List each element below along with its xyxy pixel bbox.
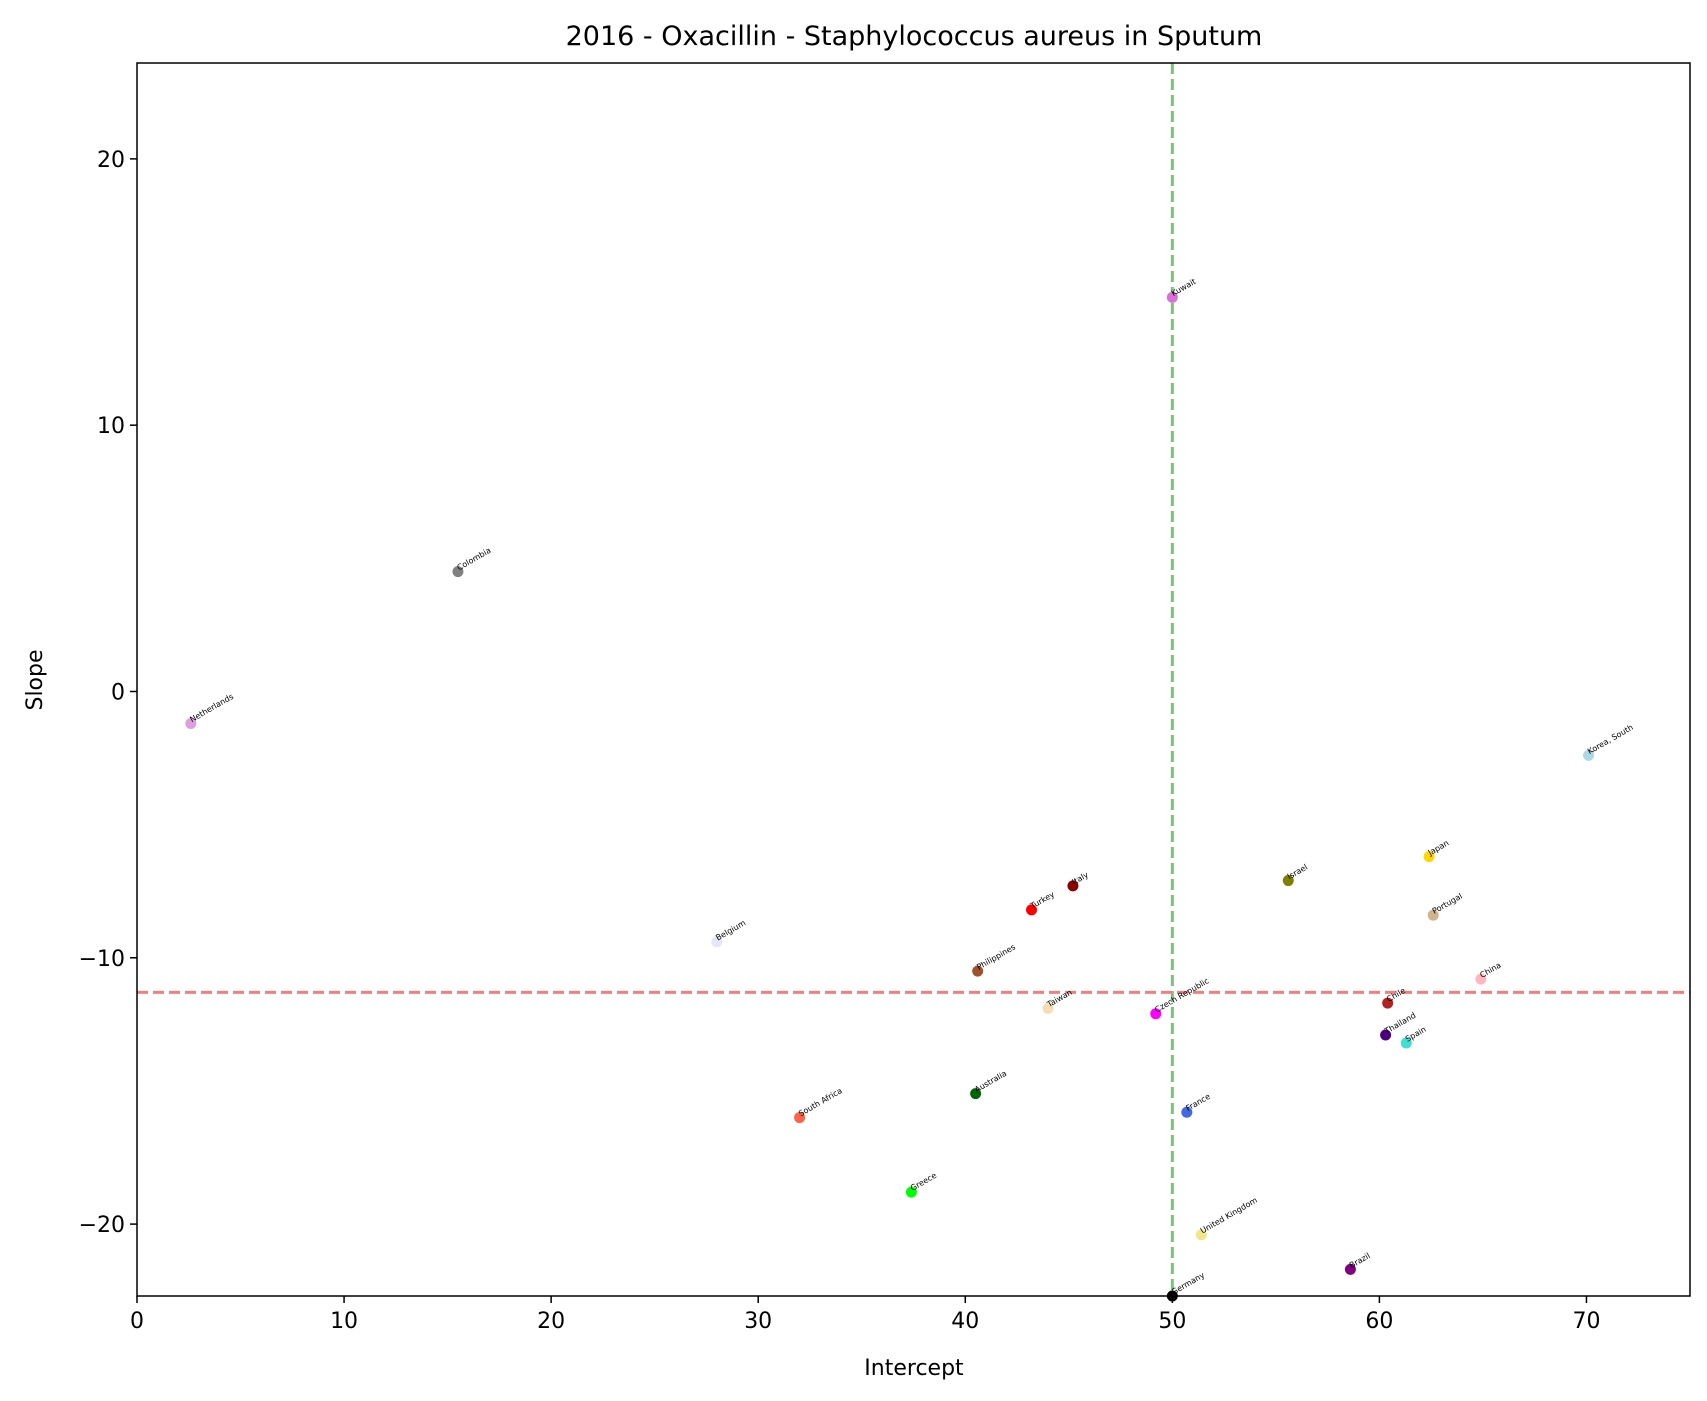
data-point: [452, 566, 464, 578]
data-point: [1282, 875, 1294, 887]
data-point: [1423, 851, 1435, 863]
y-tick-label: 0: [111, 680, 125, 705]
data-point: [1181, 1106, 1193, 1118]
data-point: [972, 965, 984, 977]
chart-title: 2016 - Oxacillin - Staphylococcus aureus…: [566, 21, 1263, 52]
x-tick-label: 20: [537, 1309, 565, 1334]
x-tick-label: 70: [1572, 1309, 1600, 1334]
data-point: [711, 936, 723, 948]
data-point: [1166, 291, 1178, 303]
plot-frame: [136, 62, 1691, 1297]
y-tick-label: 10: [97, 414, 125, 439]
data-point: [1583, 749, 1595, 761]
data-point: [1475, 973, 1487, 985]
data-point: [185, 717, 197, 729]
data-point: [905, 1186, 917, 1198]
y-tick-label: −20: [79, 1213, 125, 1238]
data-point: [1380, 1029, 1392, 1041]
data-point: [794, 1112, 806, 1124]
data-point: [1344, 1263, 1356, 1275]
data-point: [1382, 997, 1394, 1009]
x-tick-label: 10: [330, 1309, 358, 1334]
data-point: [1400, 1037, 1412, 1049]
y-tick-label: 20: [97, 148, 125, 173]
data-point: [1067, 880, 1079, 892]
data-points: [185, 291, 1595, 1302]
data-point: [1026, 904, 1038, 916]
x-axis-title: Intercept: [864, 1356, 964, 1381]
y-axis-title: Slope: [23, 649, 48, 710]
x-axis-ticks: 0 10 20 30 40 50 60 70: [130, 1296, 1600, 1334]
reference-lines: [137, 63, 1690, 1296]
data-point: [970, 1088, 982, 1100]
data-point: [1042, 1002, 1054, 1014]
y-axis-ticks: −20 −10 0 10 20: [79, 148, 137, 1238]
data-point: [1150, 1008, 1162, 1020]
data-point: [1195, 1229, 1207, 1241]
x-tick-label: 40: [951, 1309, 979, 1334]
x-tick-label: 50: [1158, 1309, 1186, 1334]
data-point: [1427, 909, 1439, 921]
x-tick-label: 60: [1365, 1309, 1393, 1334]
x-tick-label: 0: [130, 1309, 144, 1334]
x-tick-label: 30: [744, 1309, 772, 1334]
y-tick-label: −10: [79, 947, 125, 972]
